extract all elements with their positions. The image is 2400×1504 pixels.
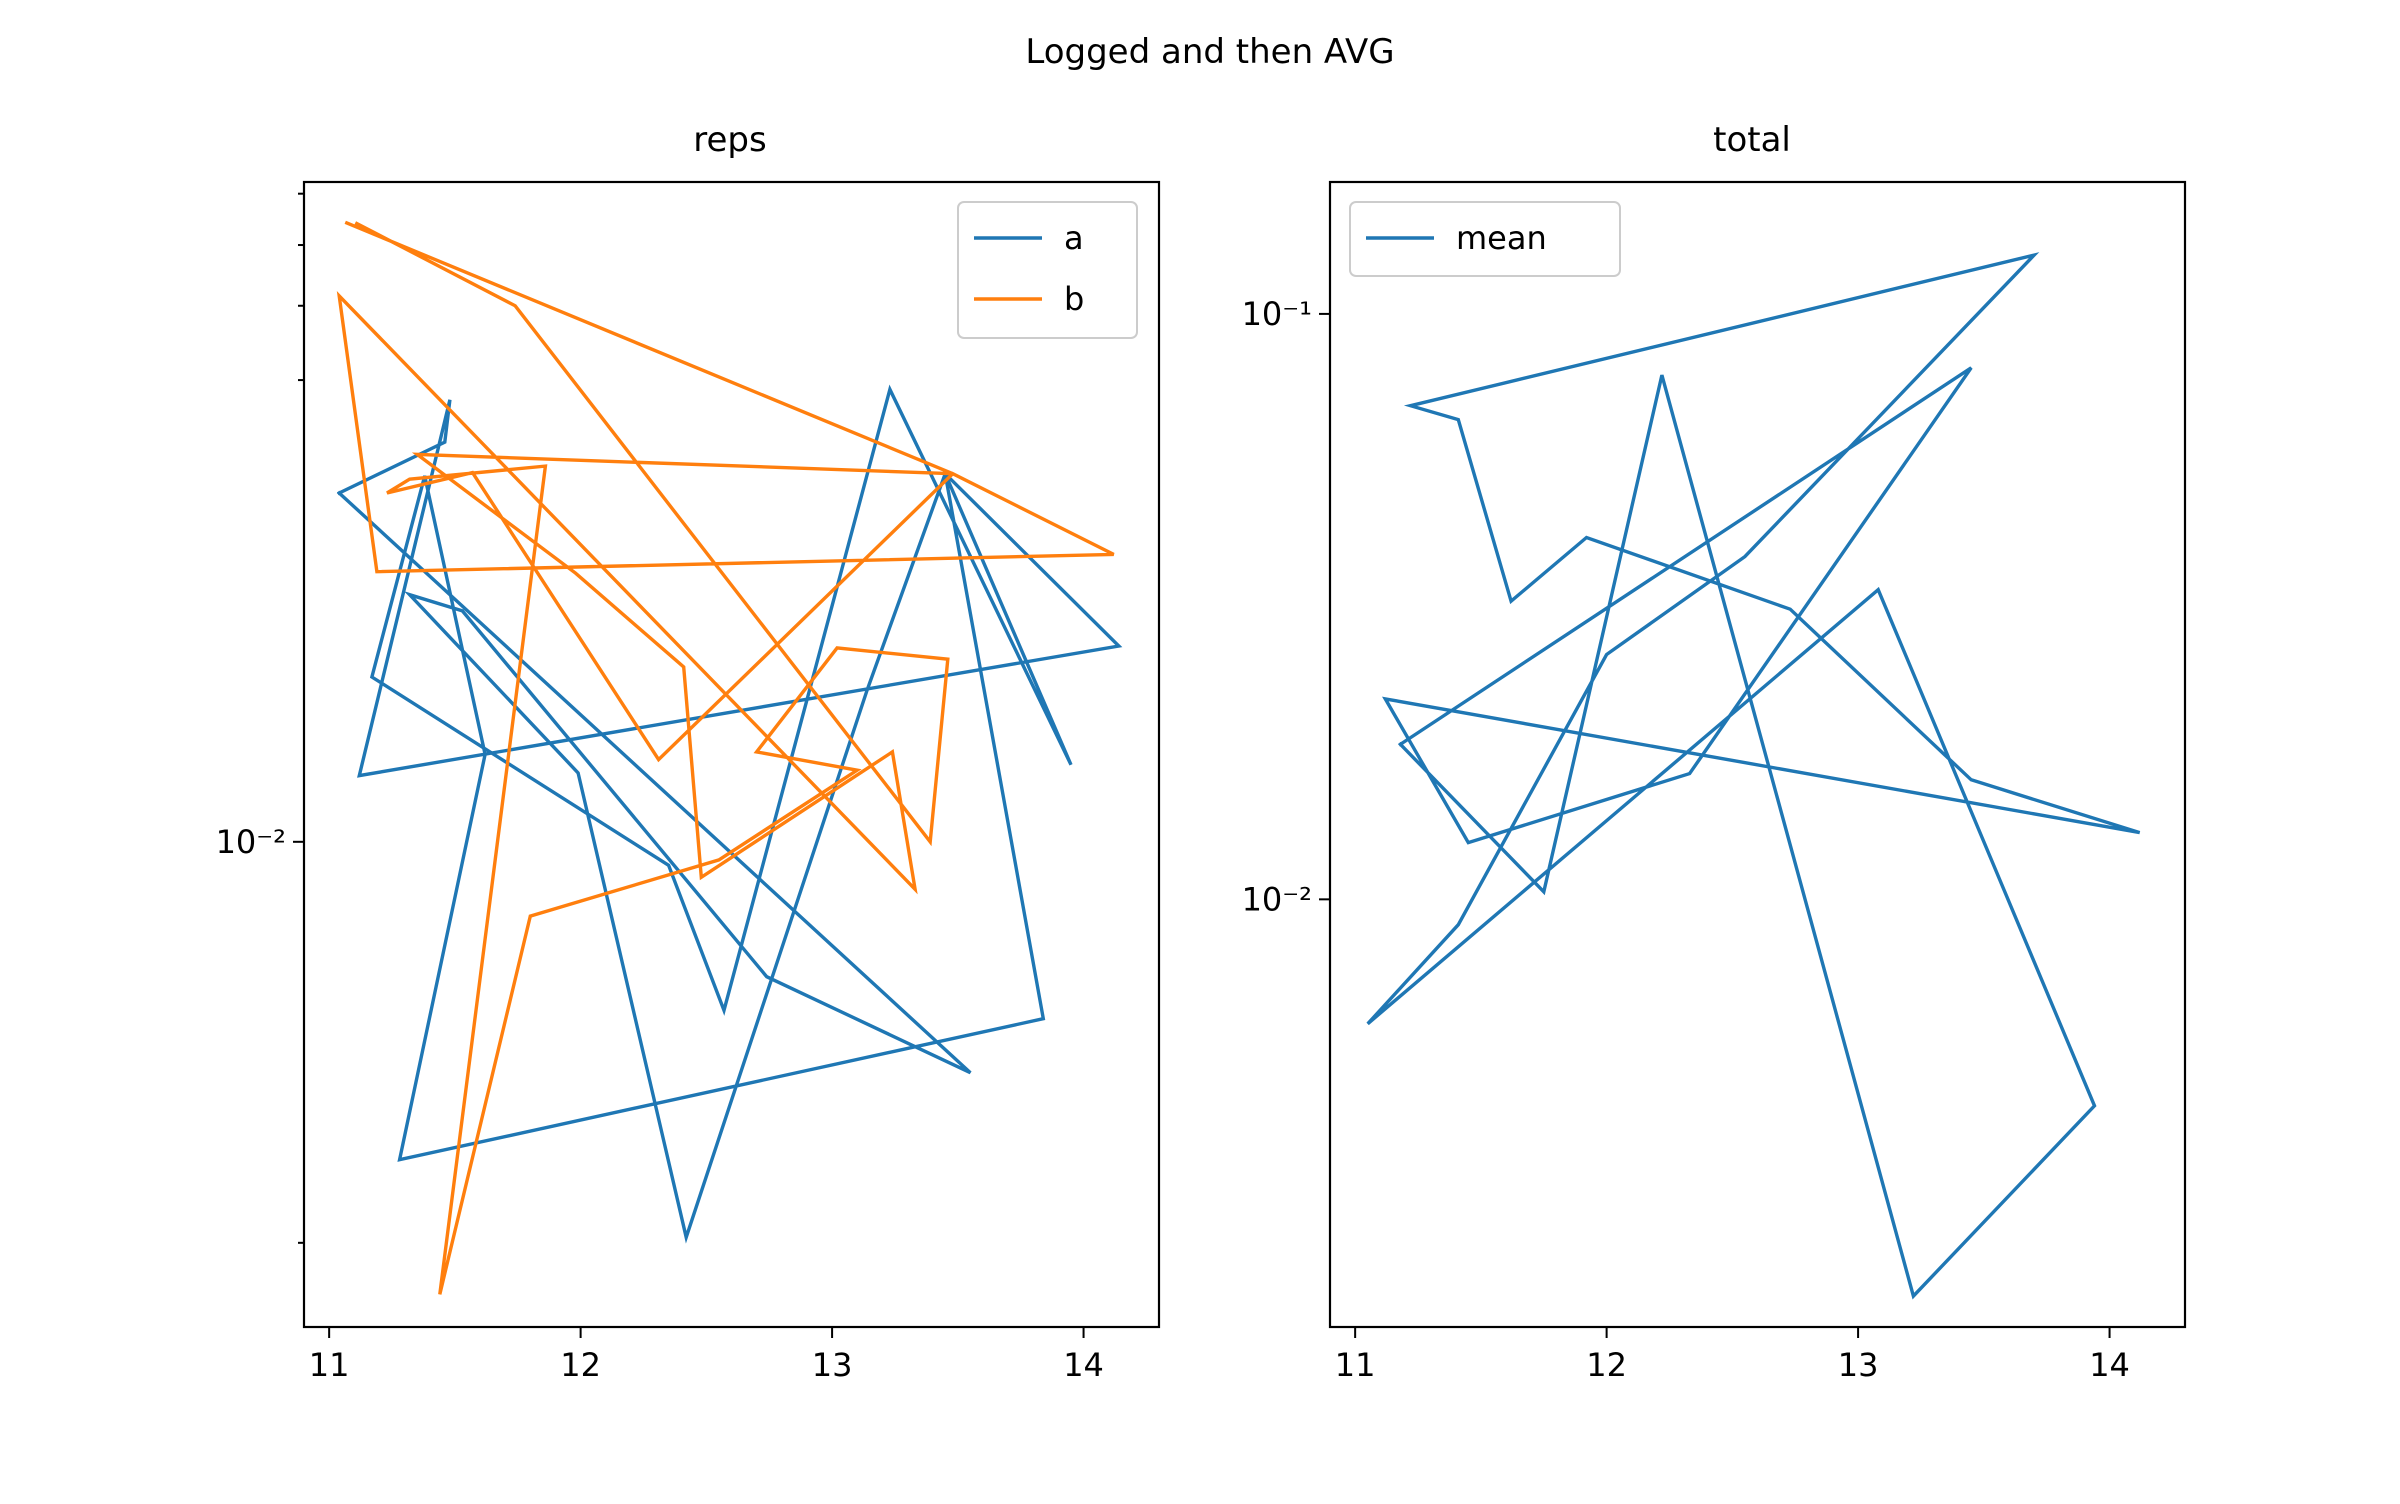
x-tick-label: 11 [309, 1346, 350, 1384]
series-line-b [336, 220, 1115, 1295]
panel-total: total 11 12 13 14 10⁻² 10⁻¹ mean [1242, 120, 2187, 1384]
panel-title-reps: reps [693, 120, 766, 160]
series-line-mean [1366, 252, 2141, 1300]
axes-frame-reps [302, 180, 1161, 1329]
x-tick-label: 14 [2089, 1346, 2130, 1384]
x-tick-label: 11 [1335, 1346, 1376, 1384]
axes-frame-total [1328, 180, 2187, 1329]
panel-reps: reps 11 12 13 14 10⁻² ab [216, 120, 1161, 1384]
x-tick-label: 13 [1838, 1346, 1879, 1384]
legend-label-mean: mean [1456, 219, 1547, 257]
series-line-a [336, 384, 1123, 1244]
x-tick-label: 12 [1586, 1346, 1627, 1384]
legend-label-b: b [1064, 280, 1084, 318]
y-tick-label: 10⁻² [1242, 880, 1312, 918]
legend-total: mean [1349, 201, 1621, 277]
panel-title-total: total [1713, 120, 1791, 160]
legend-label-a: a [1064, 219, 1084, 257]
y-tick-label: 10⁻¹ [1242, 295, 1312, 333]
x-tick-label: 14 [1063, 1346, 1104, 1384]
figure-title: Logged and then AVG [1025, 32, 1394, 72]
legend-reps: ab [957, 201, 1138, 339]
legend-box [957, 201, 1138, 339]
legend-box [1349, 201, 1621, 277]
x-tick-label: 12 [560, 1346, 601, 1384]
y-tick-label: 10⁻² [216, 823, 286, 861]
x-tick-label: 13 [812, 1346, 853, 1384]
